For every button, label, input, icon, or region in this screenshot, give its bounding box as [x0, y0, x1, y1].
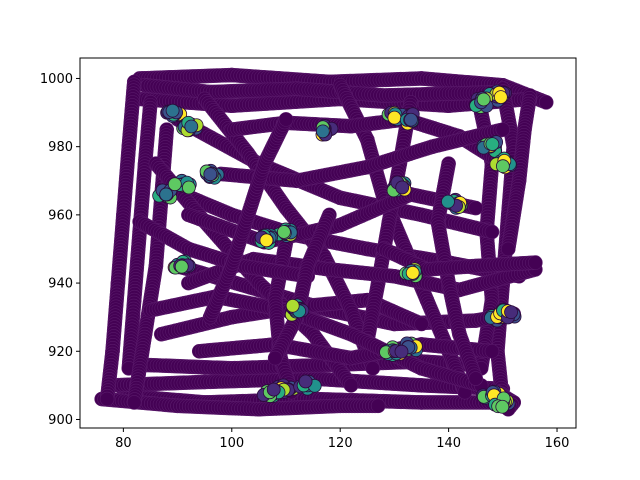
data-point-dense	[184, 119, 199, 134]
data-point-dense	[266, 382, 281, 397]
y-tick-label: 940	[48, 277, 73, 292]
data-point-dense	[493, 90, 508, 105]
data-point-dense	[165, 103, 180, 118]
y-tick-label: 1000	[40, 72, 73, 87]
data-point	[414, 316, 429, 332]
data-point-dense	[298, 374, 313, 389]
data-point	[484, 224, 500, 240]
data-point	[538, 95, 554, 110]
data-point-dense	[259, 233, 274, 248]
data-point-dense	[277, 225, 291, 239]
data-point	[468, 200, 484, 216]
data-point	[370, 398, 386, 414]
plot-area	[94, 67, 554, 417]
data-point-dense	[495, 399, 510, 414]
x-tick-label: 160	[545, 436, 570, 451]
data-point	[365, 361, 381, 376]
x-tick-label: 140	[436, 436, 461, 451]
y-tick-label: 920	[48, 345, 73, 360]
data-point	[484, 343, 500, 359]
data-point-dense	[181, 180, 196, 195]
data-point-dense	[203, 167, 218, 182]
x-tick-label: 80	[115, 436, 132, 451]
data-point-dense	[174, 259, 189, 274]
data-point	[126, 395, 142, 410]
data-point-dense	[495, 159, 510, 174]
data-point-dense	[405, 265, 420, 280]
data-point-dense	[387, 110, 402, 125]
data-point-dense	[395, 180, 410, 195]
data-point	[278, 112, 294, 127]
data-point-dense	[167, 177, 182, 192]
data-point-dense	[159, 187, 174, 202]
data-point	[495, 122, 511, 137]
y-tick-label: 960	[48, 208, 73, 223]
data-point-dense	[441, 194, 455, 209]
data-point	[267, 350, 283, 366]
y-tick-label: 980	[48, 140, 73, 155]
data-point	[99, 391, 115, 407]
data-point-dense	[504, 305, 518, 320]
data-point	[343, 378, 359, 393]
data-point-dense	[476, 92, 491, 107]
x-tick-label: 100	[219, 436, 244, 451]
data-point	[528, 255, 543, 270]
y-tick-label: 900	[48, 413, 73, 428]
data-point-dense	[485, 137, 500, 152]
data-point-dense	[285, 298, 300, 313]
x-tick-label: 120	[328, 436, 353, 451]
data-point-dense	[404, 112, 418, 127]
data-point	[468, 371, 484, 386]
data-point-dense	[394, 344, 409, 359]
data-point	[500, 241, 516, 257]
data-point-dense	[315, 124, 330, 139]
